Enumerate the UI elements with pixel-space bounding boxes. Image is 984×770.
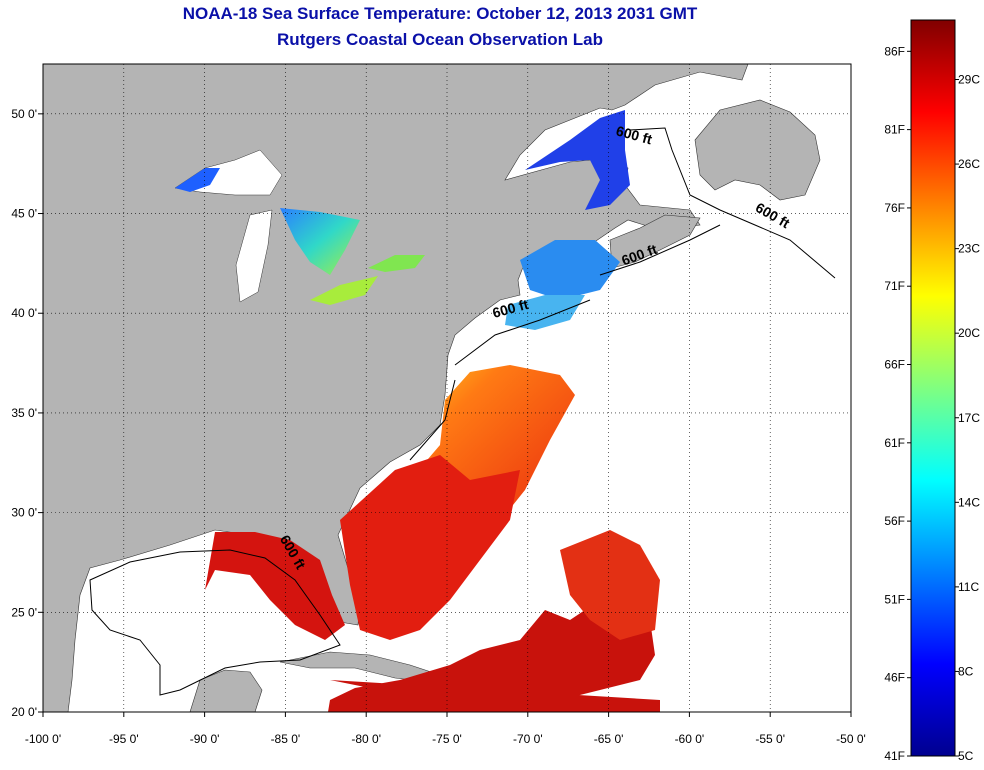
gulf-of-maine-sst <box>520 240 620 300</box>
lat-tick-label: 25 0' <box>11 605 37 619</box>
lon-tick-label: -50 0' <box>836 732 866 746</box>
lake-ontario-sst <box>368 255 425 272</box>
caribbean-sst <box>328 555 660 712</box>
contour-midatlantic <box>454 299 591 366</box>
lon-tick-label: -65 0' <box>594 732 624 746</box>
lon-tick-label: -100 0' <box>25 732 61 746</box>
graticule <box>43 64 851 712</box>
axis-labels: -100 0' -95 0' -90 0' -85 0' -80 0' -75 0' -70… <box>11 107 865 746</box>
lake-erie-sst <box>310 276 378 305</box>
map-frame <box>42 63 852 713</box>
lon-tick-label: -95 0' <box>109 732 139 746</box>
lat-tick-label: 45 0' <box>11 207 37 221</box>
land <box>43 64 821 712</box>
lake-huron-sst <box>280 208 360 275</box>
lat-tick-label: 30 0' <box>11 506 37 520</box>
st-lawrence-sst <box>525 110 630 210</box>
newfoundland-land <box>694 99 821 201</box>
contour-scotian <box>599 224 721 276</box>
lake-superior-sst <box>175 168 220 192</box>
georges-bank-sst <box>505 295 585 330</box>
north-america-land <box>43 64 749 712</box>
northern-sst <box>505 110 630 330</box>
lat-tick-label: 50 0' <box>11 107 37 121</box>
lon-tick-label: -80 0' <box>351 732 381 746</box>
lake-michigan <box>235 209 273 303</box>
nova-scotia-land <box>609 214 701 269</box>
lon-tick-label: -55 0' <box>755 732 785 746</box>
bathymetry-contours <box>89 127 836 696</box>
lon-tick-label: -85 0' <box>271 732 301 746</box>
great-lakes <box>174 149 425 305</box>
map-title: NOAA-18 Sea Surface Temperature: October… <box>182 4 698 23</box>
lat-tick-label: 40 0' <box>11 306 37 320</box>
gulf-of-mexico-sst <box>205 532 345 640</box>
lon-tick-label: -60 0' <box>675 732 705 746</box>
contour-southeast <box>409 379 456 461</box>
map-subtitle: Rutgers Coastal Ocean Observation Lab <box>277 30 603 49</box>
lon-tick-label: -75 0' <box>432 732 462 746</box>
lon-tick-label: -70 0' <box>513 732 543 746</box>
lat-tick-label: 35 0' <box>11 406 37 420</box>
lat-tick-label: 20 0' <box>11 705 37 719</box>
gulf-stream-sst <box>340 455 520 640</box>
contour-gulf <box>89 549 341 696</box>
lon-tick-label: -90 0' <box>190 732 220 746</box>
contour-northeast <box>629 127 836 279</box>
